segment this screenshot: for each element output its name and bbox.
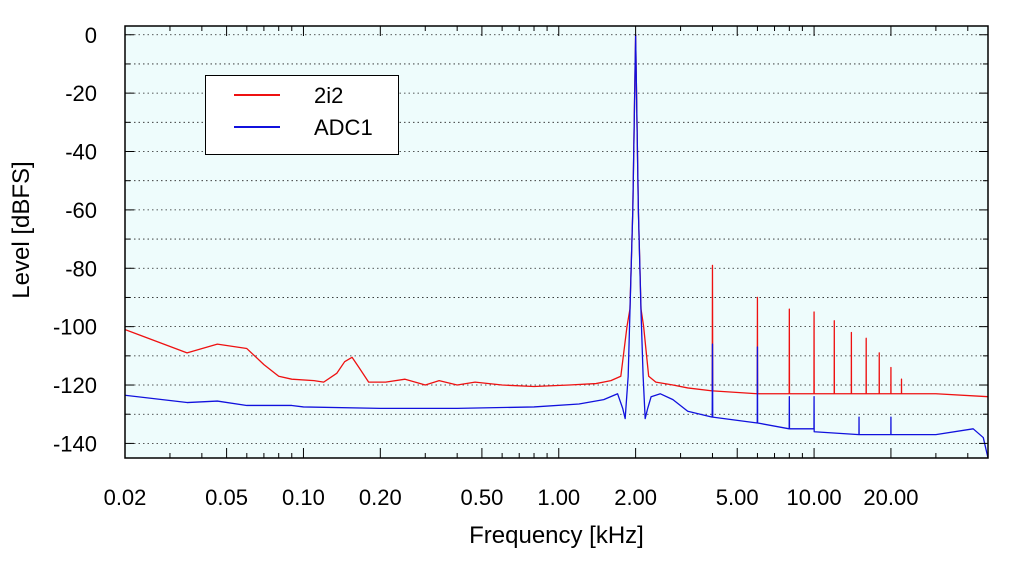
y-tick-label: -80	[65, 256, 97, 281]
series-line-2i2	[124, 34, 989, 398]
y-tick-label: 0	[85, 23, 97, 48]
legend-label-adc1: ADC1	[314, 115, 373, 140]
y-tick-label: -120	[53, 373, 97, 398]
x-tick-label: 0.50	[460, 485, 503, 510]
x-tick-label: 5.00	[716, 485, 759, 510]
y-axis-label-wrap: Level [dBFS]	[2, 110, 42, 350]
x-tick-label: 20.00	[863, 485, 918, 510]
series-layer	[124, 34, 989, 459]
plot-frame	[124, 25, 989, 459]
axis-ticks	[124, 26, 988, 458]
y-axis-label: Level [dBFS]	[8, 161, 35, 299]
y-tick-label: -140	[53, 431, 97, 456]
legend-item-adc1: ADC1	[206, 114, 398, 140]
y-tick-label: -20	[65, 81, 97, 106]
legend-label-2i2: 2i2	[314, 83, 344, 108]
legend: 2i2 ADC1	[205, 75, 399, 155]
legend-swatch-2i2	[234, 94, 280, 96]
x-tick-labels: 0.02 0.05 0.10 0.20 0.50 1.00 2.00 5.00 10.00 20.…	[104, 485, 919, 510]
x-axis-label: Frequency [kHz]	[469, 522, 644, 549]
x-tick-label: 2.00	[614, 485, 657, 510]
y-tick-labels: 0 -20 -40 -60 -80 -100 -120 -140	[53, 23, 97, 457]
x-tick-label: 0.10	[282, 485, 325, 510]
x-tick-label: 0.20	[359, 485, 402, 510]
legend-swatch-adc1	[234, 126, 280, 128]
y-tick-label: -40	[65, 140, 97, 165]
x-tick-label: 1.00	[537, 485, 580, 510]
legend-item-2i2: 2i2	[206, 82, 398, 108]
x-tick-label: 0.02	[104, 485, 147, 510]
y-tick-label: -60	[65, 198, 97, 223]
series-line-adc1	[124, 34, 989, 459]
x-tick-label: 10.00	[787, 485, 842, 510]
x-tick-label: 0.05	[205, 485, 248, 510]
y-tick-label: -100	[53, 315, 97, 340]
